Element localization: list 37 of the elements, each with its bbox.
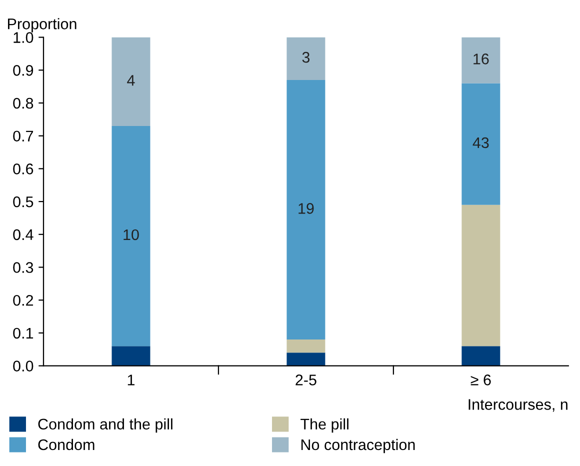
legend-label: The pill xyxy=(300,418,348,433)
y-tick-label: 0.0 xyxy=(13,360,34,372)
bar xyxy=(462,83,500,205)
y-tick-label: 0.7 xyxy=(13,130,34,142)
bar xyxy=(112,126,150,346)
y-tick-label: 0.4 xyxy=(13,229,34,240)
y-tick-label: 0.6 xyxy=(13,164,34,174)
x-axis-title: Intercourses, n xyxy=(468,399,568,412)
legend-label: Condom xyxy=(38,438,94,450)
annotation: 10 xyxy=(124,229,139,240)
y-tick-label: 0.9 xyxy=(13,65,34,76)
bar xyxy=(286,352,326,366)
bar xyxy=(112,346,150,366)
annotation: 16 xyxy=(474,54,489,64)
y-axis-title: Proportion xyxy=(8,18,76,32)
y-tick-label: 0.8 xyxy=(13,98,34,109)
bar xyxy=(112,37,150,126)
y-tick-label: 0.2 xyxy=(13,294,34,306)
bar xyxy=(462,37,500,84)
legend-label: Condom and the pill xyxy=(38,418,172,433)
y-tick-label: 0.1 xyxy=(13,328,34,339)
x-tick-label: 2-5 xyxy=(296,374,316,386)
x-tick-label: ≥ 6 xyxy=(470,374,491,386)
legend-label: No contraception xyxy=(301,438,415,454)
bar xyxy=(462,204,500,346)
y-tick-label: 0.5 xyxy=(13,196,34,208)
bar xyxy=(462,346,500,366)
annotation: 4 xyxy=(127,75,135,86)
annotation: 3 xyxy=(302,52,310,63)
y-tick-label: 1.0 xyxy=(14,32,34,43)
annotation: 19 xyxy=(298,203,314,214)
y-tick-label: 0.3 xyxy=(13,262,34,273)
bar xyxy=(286,80,326,340)
x-tick-label: 1 xyxy=(128,374,134,386)
bar xyxy=(286,37,326,80)
bar xyxy=(286,340,326,353)
annotation: 43 xyxy=(472,137,489,148)
